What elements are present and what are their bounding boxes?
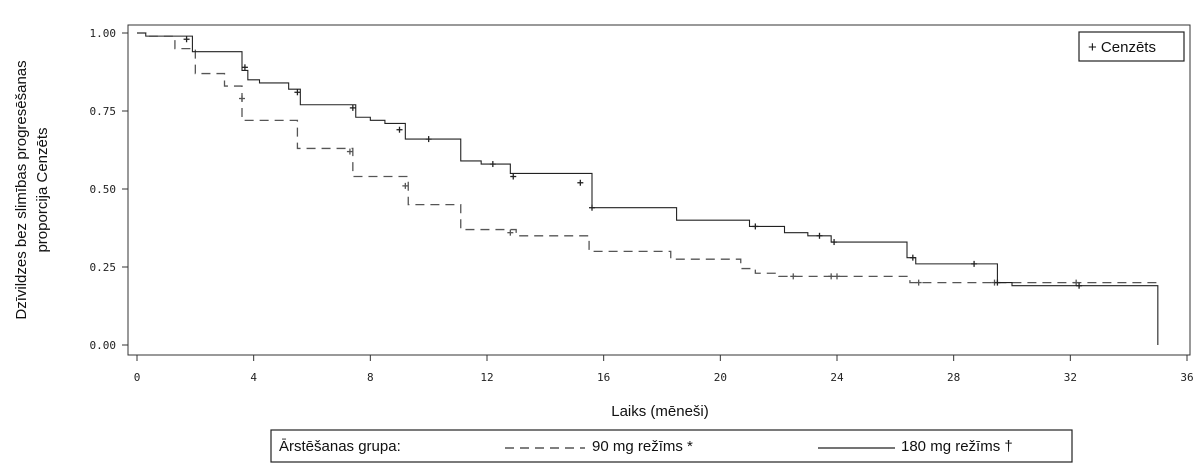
x-tick-label: 24 bbox=[830, 371, 844, 384]
censor-mark bbox=[589, 204, 595, 211]
y-tick-label: 0.00 bbox=[90, 339, 117, 352]
x-tick-label: 4 bbox=[250, 371, 257, 384]
censor-mark bbox=[510, 173, 517, 180]
x-axis: 0 4 8 12 16 20 24 28 32 36 bbox=[134, 355, 1194, 384]
legend: Ārstēšanas grupa: 90 mg režīms * 180 mg … bbox=[270, 429, 1073, 463]
censor-mark bbox=[489, 161, 496, 168]
legend-group-label: Ārstēšanas grupa: bbox=[279, 438, 401, 455]
censor-mark bbox=[396, 126, 403, 133]
censor-note-box bbox=[1078, 31, 1185, 62]
y-axis-title-line2: proporcija Cenzēts bbox=[34, 127, 51, 252]
x-tick-label: 28 bbox=[947, 371, 960, 384]
censor-mark bbox=[1076, 282, 1083, 289]
series-line-180mg bbox=[137, 32, 1159, 345]
x-tick-label: 20 bbox=[714, 371, 727, 384]
plot-frame bbox=[127, 24, 1191, 356]
censor-mark bbox=[241, 64, 248, 71]
censor-mark bbox=[577, 179, 584, 186]
x-tick-label: 32 bbox=[1064, 371, 1077, 384]
y-tick-label: 0.25 bbox=[90, 261, 117, 274]
censor-mark bbox=[790, 273, 797, 280]
x-tick-label: 8 bbox=[367, 371, 374, 384]
censor-mark bbox=[994, 279, 1001, 286]
censor-mark bbox=[239, 95, 245, 102]
censor-mark bbox=[909, 254, 916, 261]
censor-mark bbox=[834, 273, 840, 280]
x-tick-label: 36 bbox=[1180, 371, 1193, 384]
censor-mark bbox=[183, 36, 190, 43]
censor-mark bbox=[294, 89, 301, 96]
x-tick-label: 16 bbox=[597, 371, 610, 384]
censor-mark bbox=[402, 182, 409, 189]
censor-note-text: + Cenzēts bbox=[1088, 39, 1156, 56]
censor-mark bbox=[831, 239, 838, 246]
legend-box bbox=[270, 429, 1073, 463]
x-axis-title: Laiks (mēneši) bbox=[611, 403, 709, 420]
censor-mark bbox=[507, 229, 514, 236]
censor-mark bbox=[828, 273, 835, 280]
legend-entry-90mg: 90 mg režīms * bbox=[592, 438, 693, 455]
y-tick-label: 0.50 bbox=[90, 183, 117, 196]
censor-mark bbox=[425, 136, 432, 143]
series-line-90mg bbox=[137, 32, 1159, 286]
censor-mark bbox=[971, 260, 978, 267]
x-tick-label: 12 bbox=[480, 371, 493, 384]
y-tick-label: 0.75 bbox=[90, 105, 117, 118]
x-tick-label: 0 bbox=[134, 371, 141, 384]
series-group bbox=[137, 32, 1159, 345]
censor-mark bbox=[349, 104, 356, 111]
legend-entry-180mg: 180 mg režīms † bbox=[901, 438, 1013, 455]
y-axis: 0.00 0.25 0.50 0.75 1.00 bbox=[90, 27, 128, 352]
censor-mark bbox=[1073, 279, 1080, 286]
censor-mark bbox=[346, 148, 353, 155]
y-tick-label: 1.00 bbox=[90, 27, 117, 40]
censor-mark bbox=[915, 279, 922, 286]
censor-note: + Cenzēts bbox=[1078, 31, 1185, 62]
y-axis-title-line1: Dzīvildzes bez slimības progresēšanas bbox=[13, 60, 30, 319]
censor-mark bbox=[752, 223, 759, 230]
censor-mark bbox=[816, 232, 823, 239]
